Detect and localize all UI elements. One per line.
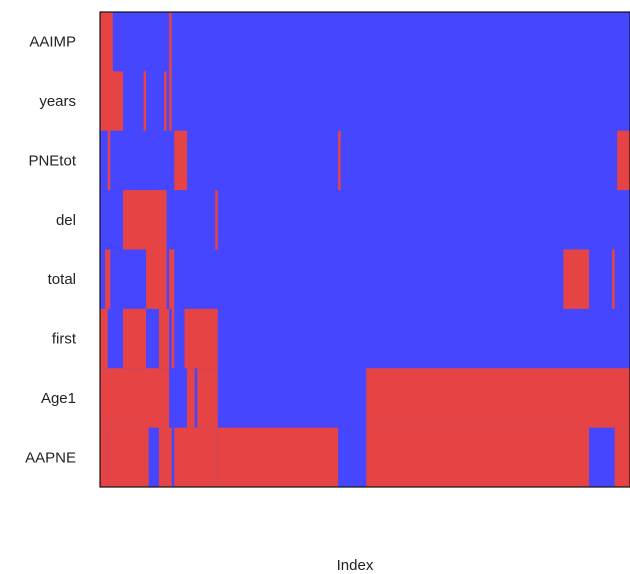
heatmap-cell-high (215, 190, 218, 250)
y-tick-label: AAPNE (25, 449, 76, 466)
heatmap-cell-high (366, 427, 590, 488)
heatmap-cell-high (366, 368, 630, 429)
heatmap-cell-high (217, 427, 339, 488)
heatmap-cell-high (100, 12, 113, 72)
heatmap-cell-high (174, 427, 185, 488)
heatmap-cell-high (100, 308, 108, 369)
heatmap-cell-high (614, 427, 630, 488)
y-tick-label: years (39, 93, 76, 110)
heatmap-cell-high (105, 249, 111, 310)
heatmap-row-del (100, 190, 630, 250)
heatmap-cell-high (187, 368, 195, 429)
heatmap-cell-high (169, 249, 175, 310)
heatmap-cell-high (123, 308, 147, 369)
y-tick-label: first (52, 331, 77, 348)
heatmap-row-years (100, 71, 630, 132)
heatmap-cell-high (612, 249, 615, 310)
heatmap-cell-high (107, 427, 149, 488)
heatmap-row-first (100, 308, 630, 369)
y-tick-label: PNEtot (28, 152, 76, 169)
heatmap-cell-high (100, 71, 124, 132)
heatmap-row-PNEtot (100, 130, 630, 191)
heatmap-cell-high (563, 249, 590, 310)
heatmap-row-total (100, 249, 630, 310)
heatmap-cell-high (617, 130, 630, 191)
heatmap-cell-high (197, 368, 218, 429)
heatmap-cell-high (158, 427, 167, 488)
heatmap-cell-high (174, 130, 188, 191)
plot-frame (99, 11, 630, 488)
heatmap-cell-high (166, 427, 172, 488)
heatmap-cell-high (143, 71, 147, 132)
heatmap-cell-high (100, 368, 170, 429)
heatmap-cell-high (100, 427, 108, 488)
heatmap-cell-high (171, 308, 175, 369)
heatmap-cell-high (123, 190, 167, 250)
y-tick-label: Age1 (41, 390, 76, 407)
y-tick-label: total (48, 271, 76, 288)
heatmap-cell-high (158, 308, 170, 369)
heatmap-row-AAIMP (100, 12, 630, 72)
heatmap-cell-high (169, 12, 172, 72)
heatmap-cell-high (107, 130, 111, 191)
heatmap-cell-high (164, 71, 167, 132)
heatmap-cell-high (184, 308, 218, 369)
heatmap-cells (100, 12, 630, 488)
x-axis-label: Index (337, 557, 374, 574)
heatmap-cell-high (169, 71, 172, 132)
y-tick-label: del (56, 212, 76, 229)
heatmap-cell-high (146, 249, 167, 310)
heatmap-cell-high (184, 427, 218, 488)
heatmap-cell-high (338, 130, 341, 191)
y-axis-labels: AAIMP years PNEtot del total first Age1 AAPNE (25, 34, 77, 467)
y-tick-label: AAIMP (29, 34, 76, 51)
